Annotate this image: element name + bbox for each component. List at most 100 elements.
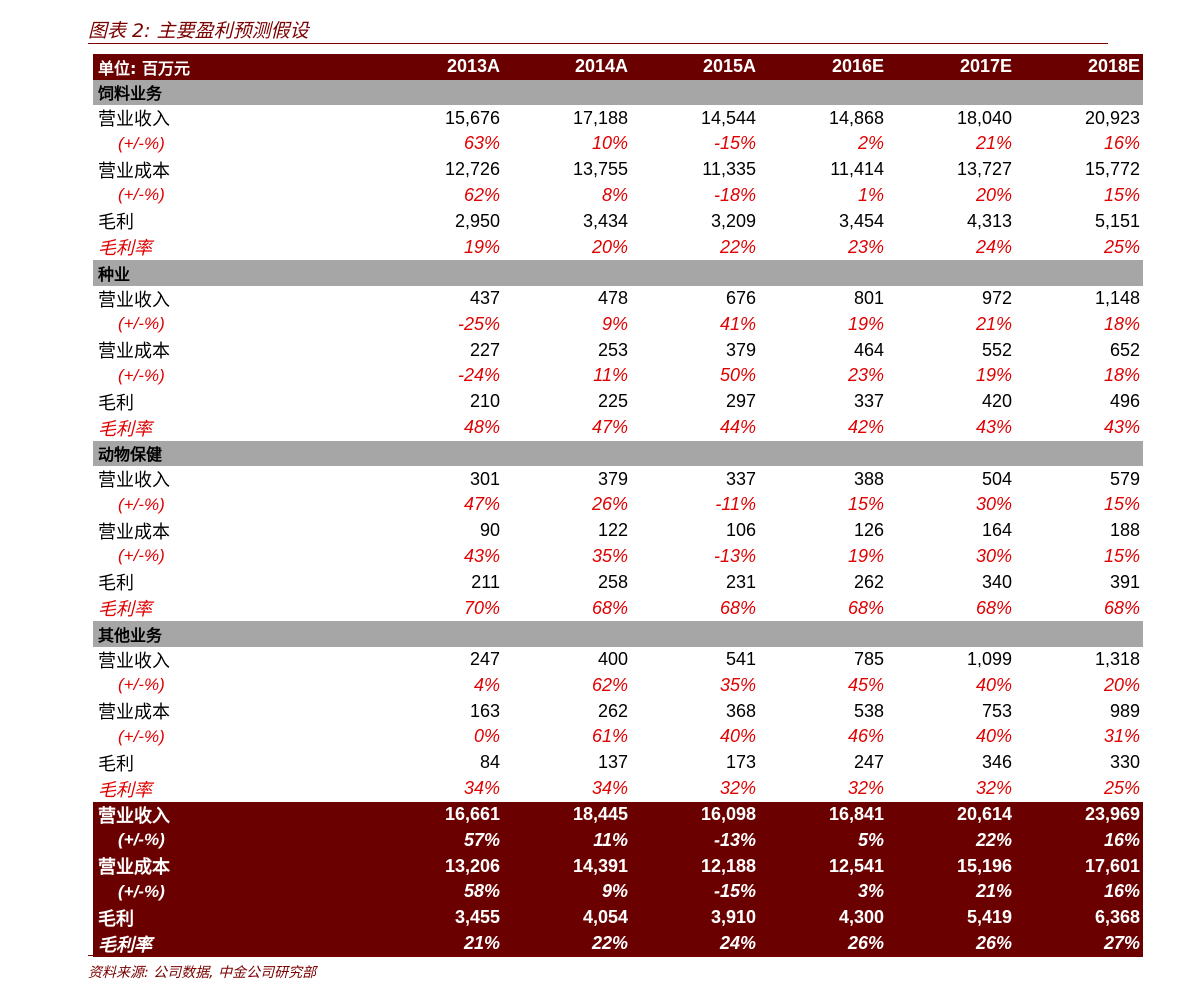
value-cell: 262 bbox=[597, 700, 628, 721]
value-cell: 26% bbox=[591, 494, 628, 515]
table-body: 饲料业务 营业收入 15,676 17,188 14,544 14,868 18,040 20… bbox=[93, 79, 1143, 957]
value-cell: -13% bbox=[631, 827, 759, 853]
value-cell: -24% bbox=[457, 365, 500, 386]
value-cell: 19% bbox=[847, 313, 884, 334]
row-label: 营业收入 bbox=[98, 470, 170, 491]
value-cell: 9% bbox=[601, 313, 628, 334]
value-cell: -18% bbox=[713, 184, 756, 205]
value-cell: 68% bbox=[975, 597, 1012, 618]
value-cell: 247 bbox=[853, 752, 884, 772]
value-cell: 10% bbox=[591, 133, 628, 154]
value-cell: 1,318 bbox=[1094, 649, 1140, 669]
row-label: 营业成本 bbox=[93, 853, 375, 879]
value-cell: 34% bbox=[591, 778, 628, 798]
value-cell: 18% bbox=[1103, 365, 1140, 386]
value-cell: 106 bbox=[725, 520, 756, 540]
value-cell: 972 bbox=[981, 288, 1012, 308]
table-row: 毛利率 19% 20% 22% 23% 24% 25% bbox=[93, 234, 1143, 260]
value-cell: 32% bbox=[719, 778, 756, 798]
value-cell: 13,206 bbox=[375, 853, 503, 879]
value-cell: 18,040 bbox=[956, 107, 1012, 128]
value-cell: 676 bbox=[725, 288, 756, 308]
value-cell: 14,868 bbox=[828, 107, 884, 128]
value-cell: 188 bbox=[1109, 520, 1140, 540]
row-label: (+/-%) bbox=[118, 365, 165, 385]
row-label: 毛利 bbox=[98, 753, 134, 775]
value-cell: 9% bbox=[503, 879, 631, 905]
value-cell: 3,910 bbox=[631, 904, 759, 931]
value-cell: 210 bbox=[469, 391, 500, 411]
value-cell: 173 bbox=[725, 752, 756, 772]
value-cell: 62% bbox=[591, 674, 628, 695]
value-cell: 58% bbox=[375, 879, 503, 905]
table-row: (+/-%) 0% 61% 40% 46% 40% 31% bbox=[93, 724, 1143, 750]
row-label: 营业成本 bbox=[98, 160, 170, 182]
value-cell: 62% bbox=[463, 184, 500, 205]
year-header: 2015A bbox=[631, 54, 759, 80]
value-cell: 4,300 bbox=[759, 904, 887, 931]
section-row: 动物保健 bbox=[93, 440, 1143, 466]
table-row: 营业收入 15,676 17,188 14,544 14,868 18,040 20,923 bbox=[93, 105, 1143, 131]
value-cell: 21% bbox=[975, 313, 1012, 334]
value-cell: 262 bbox=[853, 571, 884, 592]
row-label: 营业收入 bbox=[98, 109, 170, 130]
section-title: 动物保健 bbox=[93, 440, 1143, 466]
value-cell: 368 bbox=[725, 700, 756, 721]
value-cell: 4,054 bbox=[503, 904, 631, 931]
value-cell: 27% bbox=[1015, 930, 1143, 957]
value-cell: 31% bbox=[1103, 726, 1140, 747]
value-cell: 122 bbox=[597, 520, 628, 540]
top-rule bbox=[88, 43, 1108, 44]
value-cell: 16,841 bbox=[759, 801, 887, 828]
value-cell: -11% bbox=[715, 494, 756, 515]
value-cell: 753 bbox=[981, 700, 1012, 721]
value-cell: 340 bbox=[981, 571, 1012, 592]
value-cell: 20% bbox=[1103, 674, 1140, 695]
row-label: (+/-%) bbox=[118, 133, 165, 153]
table-row: 毛利率 34% 34% 32% 32% 32% 25% bbox=[93, 776, 1143, 802]
value-cell: 26% bbox=[759, 930, 887, 957]
value-cell: 20% bbox=[975, 184, 1012, 205]
bottom-rule bbox=[88, 955, 1108, 956]
value-cell: 579 bbox=[1109, 468, 1140, 489]
value-cell: 541 bbox=[725, 649, 756, 669]
table-row: 毛利 2,950 3,434 3,209 3,454 4,313 5,151 bbox=[93, 208, 1143, 234]
value-cell: 785 bbox=[853, 649, 884, 669]
row-label: 毛利率 bbox=[93, 930, 375, 957]
value-cell: 15% bbox=[1103, 184, 1140, 205]
table-row: (+/-%) 4% 62% 35% 45% 40% 20% bbox=[93, 673, 1143, 699]
total-row: 营业成本 13,206 14,391 12,188 12,541 15,196 17,601 bbox=[93, 853, 1143, 879]
section-title: 种业 bbox=[93, 260, 1143, 286]
value-cell: 11,414 bbox=[830, 159, 884, 179]
value-cell: 388 bbox=[853, 468, 884, 489]
value-cell: 20,923 bbox=[1084, 107, 1140, 128]
value-cell: 68% bbox=[1103, 597, 1140, 618]
value-cell: 32% bbox=[975, 778, 1012, 798]
row-label: (+/-%) bbox=[93, 879, 375, 905]
value-cell: 63% bbox=[463, 133, 500, 154]
value-cell: 3,434 bbox=[582, 210, 628, 231]
value-cell: 538 bbox=[853, 700, 884, 721]
value-cell: 20,614 bbox=[887, 801, 1015, 828]
value-cell: 40% bbox=[975, 726, 1012, 747]
value-cell: 50% bbox=[719, 365, 756, 386]
value-cell: 17,601 bbox=[1015, 853, 1143, 879]
value-cell: 379 bbox=[725, 339, 756, 360]
value-cell: 25% bbox=[1103, 236, 1140, 257]
value-cell: 23% bbox=[847, 365, 884, 386]
row-label: (+/-%) bbox=[118, 314, 165, 334]
value-cell: 3,455 bbox=[375, 904, 503, 931]
value-cell: 47% bbox=[463, 494, 500, 515]
value-cell: 42% bbox=[847, 417, 884, 437]
table-row: (+/-%) 43% 35% -13% 19% 30% 15% bbox=[93, 544, 1143, 570]
value-cell: 231 bbox=[725, 571, 756, 592]
total-row: 营业收入 16,661 18,445 16,098 16,841 20,614 23,969 bbox=[93, 801, 1143, 828]
value-cell: 330 bbox=[1109, 752, 1140, 772]
value-cell: 15,772 bbox=[1084, 159, 1140, 179]
value-cell: 14,391 bbox=[503, 853, 631, 879]
value-cell: 3% bbox=[759, 879, 887, 905]
value-cell: -15% bbox=[713, 133, 756, 154]
value-cell: 0% bbox=[473, 726, 500, 747]
value-cell: 35% bbox=[591, 545, 628, 566]
row-label: (+/-%) bbox=[118, 494, 165, 514]
